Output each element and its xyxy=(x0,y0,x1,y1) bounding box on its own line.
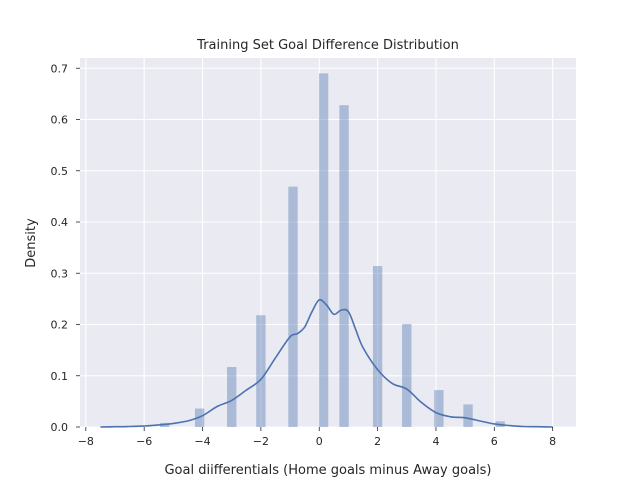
x-axis-ticks: −8 −6 −4 −2 0 2 4 6 8 xyxy=(78,427,556,448)
histogram-bar xyxy=(434,390,444,427)
y-tick-label: 0.3 xyxy=(51,267,69,280)
y-axis-ticks: 0.0 0.1 0.2 0.3 0.4 0.5 0.6 0.7 xyxy=(51,62,80,434)
histogram-bar xyxy=(256,315,266,427)
histogram-bar xyxy=(339,105,349,428)
x-tick-label: 2 xyxy=(374,435,381,448)
histogram-bar xyxy=(227,367,237,427)
y-tick-label: 0.1 xyxy=(51,370,69,383)
x-tick-label: 8 xyxy=(549,435,556,448)
x-tick-label: −4 xyxy=(194,435,210,448)
x-axis-label: Goal diifferentials (Home goals minus Aw… xyxy=(164,463,491,478)
x-tick-label: 6 xyxy=(491,435,498,448)
histogram-bars xyxy=(159,73,505,428)
histogram-bar xyxy=(318,73,329,427)
x-tick-label: −8 xyxy=(78,435,94,448)
x-tick-label: 4 xyxy=(432,435,439,448)
grid-lines xyxy=(80,58,576,428)
histogram-bar xyxy=(463,404,473,427)
y-axis-label: Density xyxy=(24,218,39,268)
histogram-bar xyxy=(402,323,412,427)
x-tick-label: −6 xyxy=(136,435,152,448)
histogram-bar xyxy=(372,266,383,427)
y-tick-label: 0.5 xyxy=(51,165,69,178)
histogram-bar xyxy=(288,186,298,427)
x-tick-label: 0 xyxy=(316,435,323,448)
kde-curve xyxy=(100,298,553,428)
y-tick-label: 0.6 xyxy=(51,114,69,127)
y-tick-label: 0.4 xyxy=(51,216,69,229)
x-tick-label: −2 xyxy=(253,435,269,448)
y-tick-label: 0.2 xyxy=(51,319,69,332)
y-tick-label: 0.7 xyxy=(51,62,69,75)
chart-title: Training Set Goal Difference Distributio… xyxy=(196,38,459,53)
y-tick-label: 0.0 xyxy=(51,421,69,434)
